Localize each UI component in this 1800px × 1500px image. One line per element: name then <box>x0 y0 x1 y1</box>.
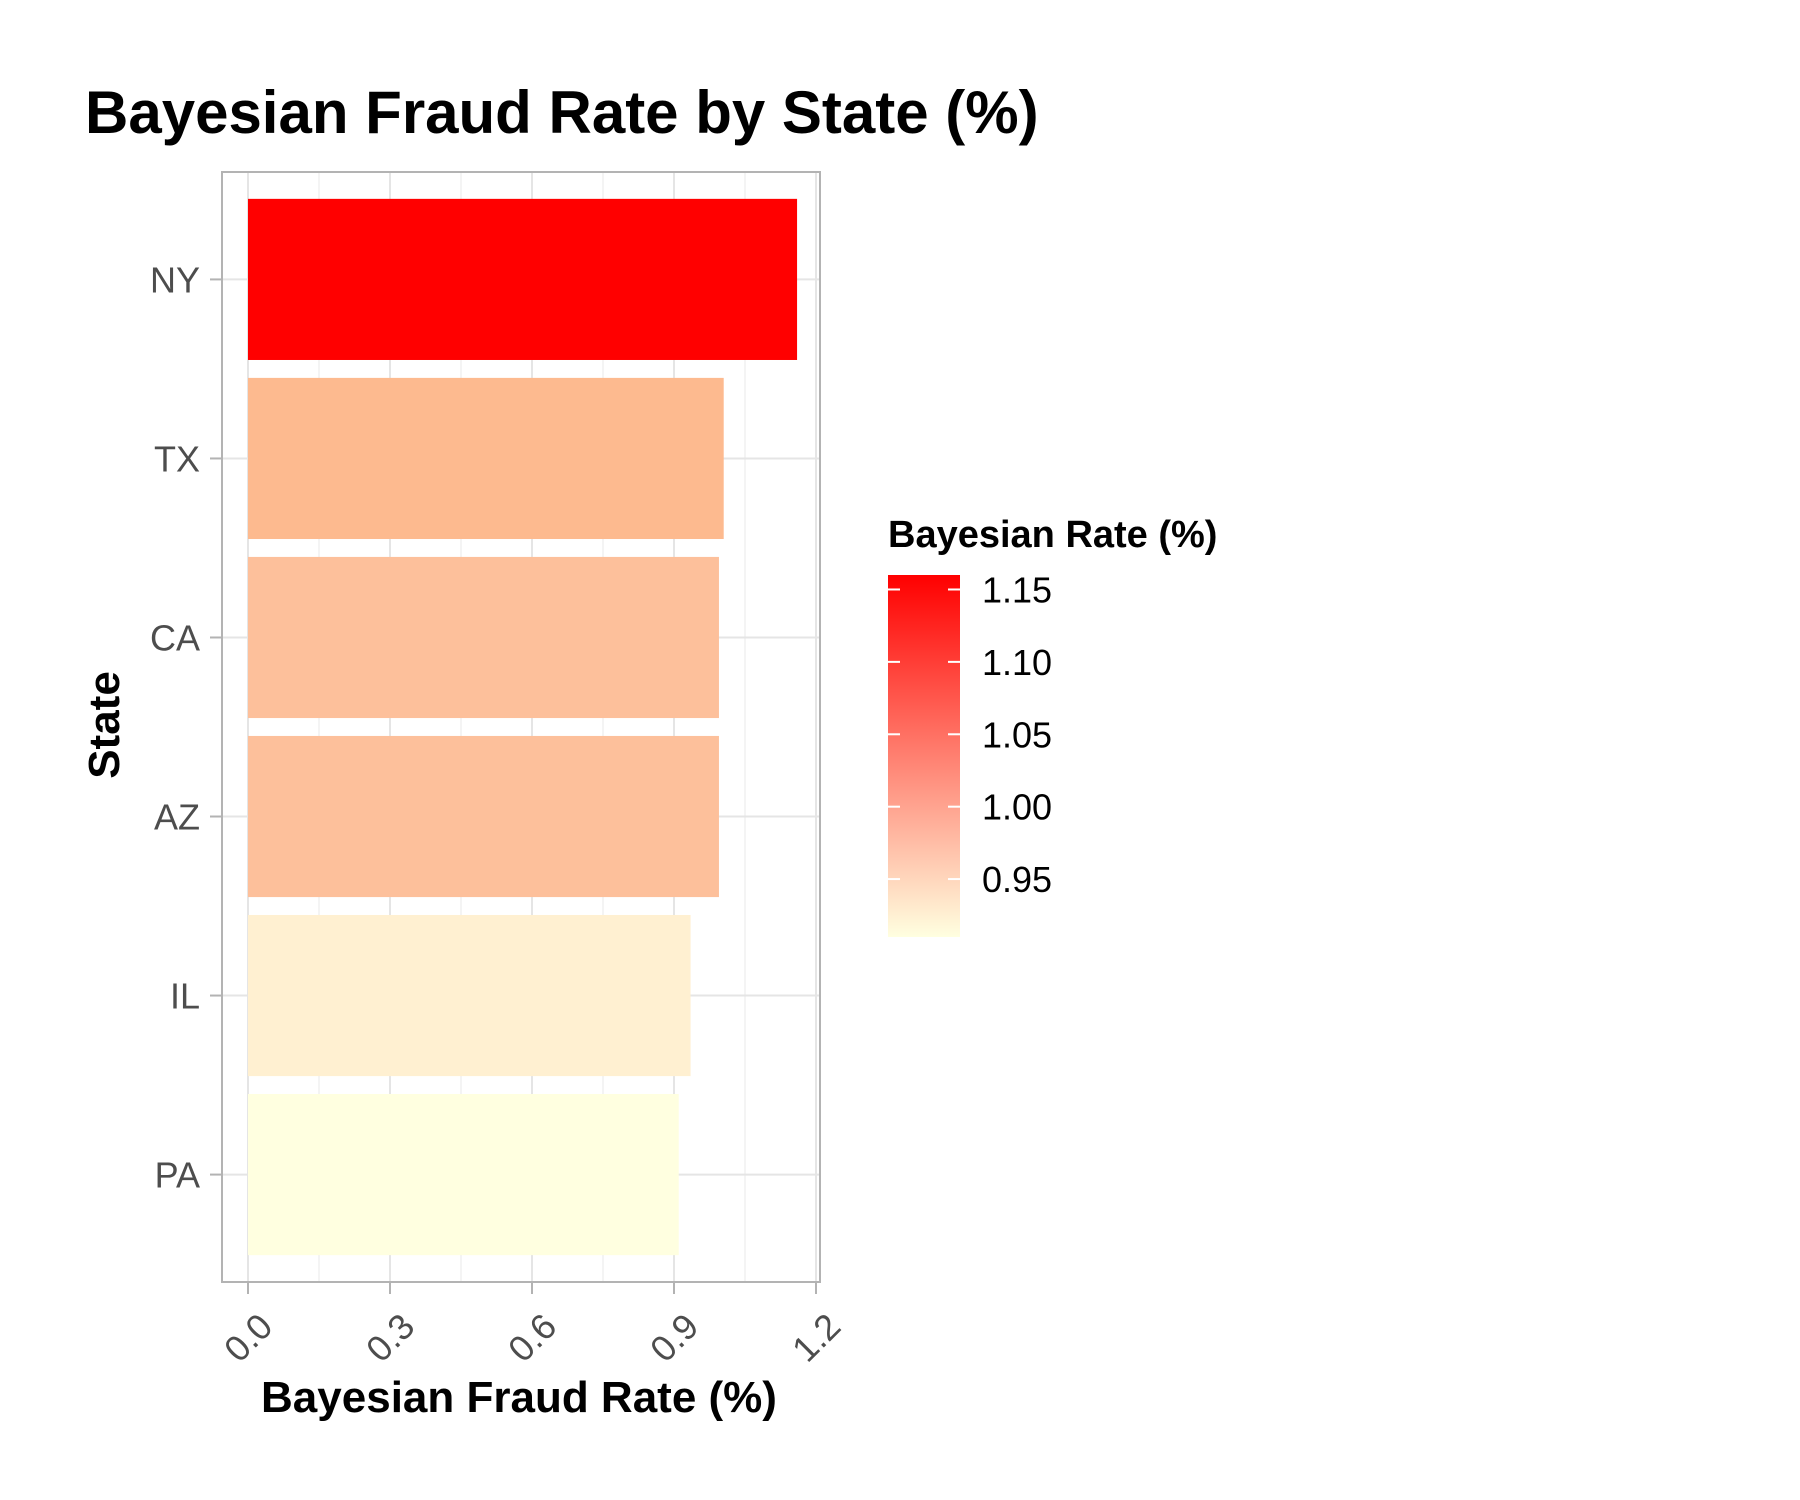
y-axis: NY TX CA AZ IL PA <box>150 259 222 1196</box>
x-axis: 0.0 0.3 0.6 0.9 1.2 <box>216 1282 848 1370</box>
x-tick-label: 0.0 <box>216 1305 280 1369</box>
legend-tick-label: 0.95 <box>982 859 1052 900</box>
bar-pa <box>248 1094 679 1256</box>
x-tick-label: 0.3 <box>358 1305 422 1369</box>
bars <box>248 198 798 1256</box>
x-tick-label: 0.6 <box>500 1305 564 1369</box>
y-tick-label: NY <box>150 259 200 300</box>
legend-ticks: 1.15 1.10 1.05 1.00 0.95 <box>888 569 1052 900</box>
y-tick-label: TX <box>154 438 200 479</box>
y-tick-label: AZ <box>154 797 200 838</box>
y-tick-label: CA <box>150 617 200 658</box>
panel-border <box>221 171 821 1283</box>
chart-title: Bayesian Fraud Rate by State (%) <box>85 79 1039 146</box>
bar-il <box>248 914 691 1077</box>
y-tick-label: PA <box>155 1155 200 1196</box>
legend-tick-label: 1.00 <box>982 787 1052 828</box>
legend-tick-label: 1.05 <box>982 714 1052 755</box>
legend: Bayesian Rate (%) 1.15 1.10 1.05 1.00 0.95 <box>888 514 1217 937</box>
bar-az <box>248 735 719 898</box>
legend-tick-label: 1.15 <box>982 569 1052 610</box>
y-axis-title: State <box>80 671 129 779</box>
bar-ca <box>248 556 719 719</box>
bar-tx <box>248 377 724 540</box>
x-tick-label: 0.9 <box>642 1305 706 1369</box>
x-axis-title: Bayesian Fraud Rate (%) <box>261 1373 777 1422</box>
legend-tick-label: 1.10 <box>982 642 1052 683</box>
x-tick-label: 1.2 <box>784 1305 848 1369</box>
legend-colorbar <box>888 575 960 937</box>
y-tick-label: IL <box>170 976 200 1017</box>
bar-ny <box>248 198 798 360</box>
legend-title: Bayesian Rate (%) <box>888 514 1217 556</box>
